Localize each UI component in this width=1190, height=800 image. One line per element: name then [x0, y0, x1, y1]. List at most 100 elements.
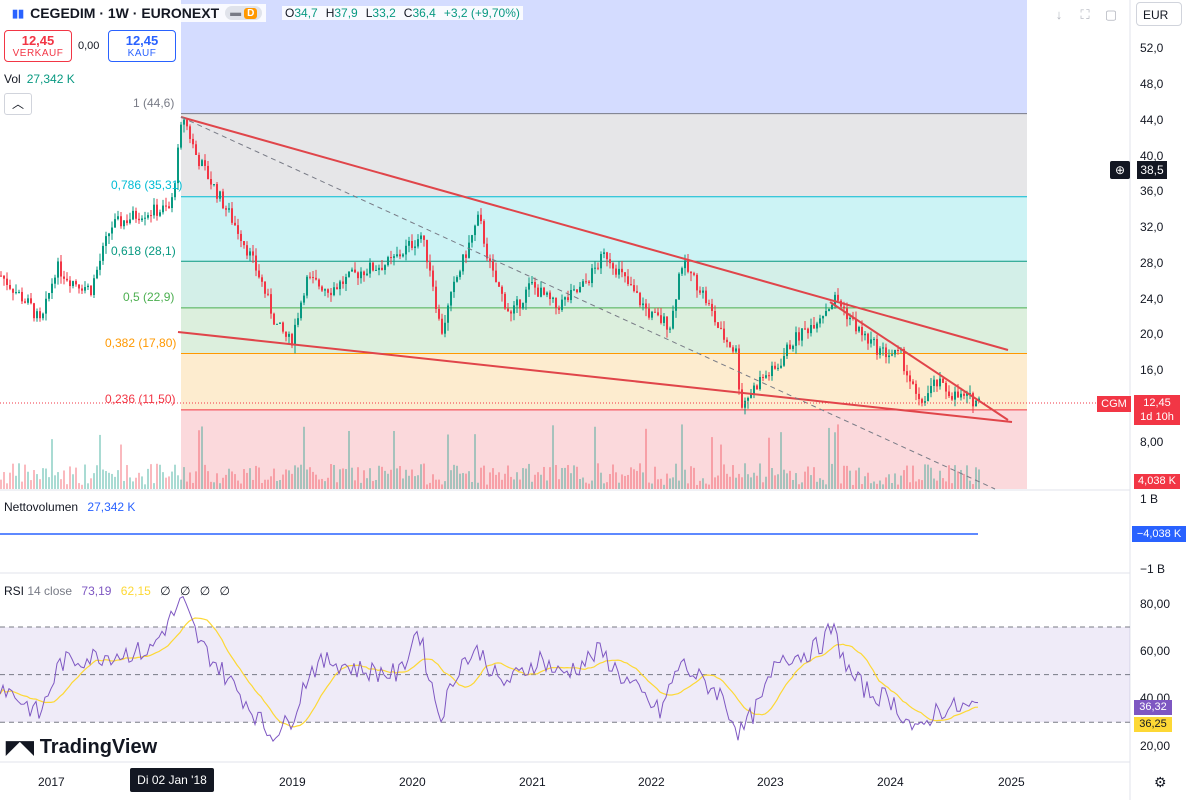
collapse-legend-button[interactable]: ︿	[4, 93, 32, 115]
volume-bar	[387, 473, 389, 489]
candle-up	[669, 326, 671, 334]
candle-down	[885, 343, 887, 364]
symbol-header[interactable]: ▮▮ CEGEDIM · 1W · EURONEXT ▬ D	[8, 4, 267, 22]
candle-up	[159, 209, 161, 218]
candle-up	[306, 275, 308, 299]
candle-up	[123, 220, 125, 230]
candle-up	[408, 236, 410, 253]
volume-bar	[126, 465, 128, 489]
symbol-title: CEGEDIM · 1W · EURONEXT	[30, 5, 220, 21]
candle-body	[834, 294, 836, 305]
minus-icon: ▬	[230, 7, 242, 19]
candle-body	[441, 318, 443, 334]
candle-body	[159, 212, 161, 216]
candle-down	[630, 276, 632, 286]
candle-body	[141, 218, 143, 221]
candle-down	[261, 274, 263, 287]
candle-body	[675, 299, 677, 311]
candle-down	[222, 188, 224, 210]
volume-bar	[63, 470, 65, 489]
candle-body	[396, 254, 398, 257]
volume-bar	[966, 465, 968, 489]
volume-bar	[12, 463, 14, 489]
candle-body	[378, 267, 380, 270]
arrow-down-icon[interactable]: ↓	[1055, 7, 1063, 22]
fullscreen-icon[interactable]: ⛶	[1080, 7, 1090, 22]
volume-bar	[123, 480, 125, 489]
volume-bar	[672, 477, 674, 489]
tradingview-logo[interactable]: ◤◥ TradingView	[6, 736, 157, 759]
candle-up	[393, 253, 395, 266]
candle-body	[654, 311, 656, 313]
net-volume-legend[interactable]: Nettovolumen 27,342 K	[4, 500, 135, 514]
time-label: 2019	[279, 775, 306, 789]
rsi-legend[interactable]: RSI 14 close 73,19 62,15 ∅ ∅ ∅ ∅	[4, 584, 233, 598]
volume-bar	[357, 467, 359, 489]
candle-body	[387, 257, 389, 266]
candle-body	[339, 281, 341, 290]
candle-down	[504, 292, 506, 310]
volume-bar	[195, 471, 197, 489]
candle-body	[57, 261, 59, 278]
candle-down	[21, 287, 23, 305]
volume-bar	[429, 482, 431, 489]
volume-bar	[831, 463, 833, 489]
candle-body	[555, 297, 557, 308]
candle-down	[483, 219, 485, 248]
candle-body	[771, 365, 773, 377]
candle-down	[285, 331, 287, 342]
currency-select[interactable]: EUR	[1136, 2, 1182, 26]
volume-bar	[270, 476, 272, 489]
candle-up	[783, 348, 785, 367]
candle-body	[807, 328, 809, 334]
candle-up	[288, 331, 290, 344]
candle-body	[915, 383, 917, 394]
chevron-up-icon: ︿	[11, 97, 24, 111]
candle-up	[552, 296, 554, 303]
candle-body	[372, 262, 374, 271]
net-volume-tag: −4,038 K	[1132, 526, 1186, 542]
volume-bar	[855, 470, 857, 489]
volume-bar	[438, 479, 440, 489]
volume-bar	[894, 473, 896, 489]
volume-bar	[18, 463, 20, 489]
candle-body	[447, 305, 449, 323]
candle-body	[369, 262, 371, 274]
volume-bar	[324, 481, 326, 489]
candle-body	[33, 303, 35, 319]
candle-body	[423, 235, 425, 240]
candle-body	[483, 221, 485, 244]
price-tick: 40,0	[1140, 149, 1164, 163]
volume-bar	[492, 468, 494, 489]
interval-pill[interactable]: ▬ D	[225, 6, 263, 20]
candle-up	[822, 315, 824, 324]
settings-gear-icon[interactable]: ⚙	[1154, 774, 1167, 790]
volume-bar	[261, 482, 263, 489]
buy-button[interactable]: 12,45 KAUF	[108, 30, 176, 62]
candle-down	[507, 303, 509, 312]
volume-legend[interactable]: Vol 27,342 K	[4, 72, 75, 86]
volume-bar	[264, 479, 266, 489]
volume-bar	[456, 465, 458, 489]
candle-up	[573, 285, 575, 292]
volume-bar	[963, 473, 965, 489]
candle-down	[216, 181, 218, 203]
volume-bar	[918, 479, 920, 489]
candle-up	[810, 318, 812, 337]
volume-bar	[552, 425, 554, 489]
volume-bar	[729, 476, 731, 489]
candle-body	[789, 344, 791, 349]
candle-body	[243, 241, 245, 246]
volume-bar	[171, 471, 173, 489]
change-value: +3,2 (+9,70%)	[443, 6, 520, 20]
sell-button[interactable]: 12,45 VERKAUF	[4, 30, 72, 62]
add-alert-icon[interactable]: ⊕	[1110, 161, 1130, 179]
volume-bar	[525, 468, 527, 489]
volume-bar	[129, 477, 131, 489]
candle-up	[279, 322, 281, 325]
candle-body	[939, 378, 941, 387]
candle-down	[690, 270, 692, 282]
candle-up	[276, 323, 278, 325]
snapshot-icon[interactable]: ▢	[1104, 7, 1118, 22]
